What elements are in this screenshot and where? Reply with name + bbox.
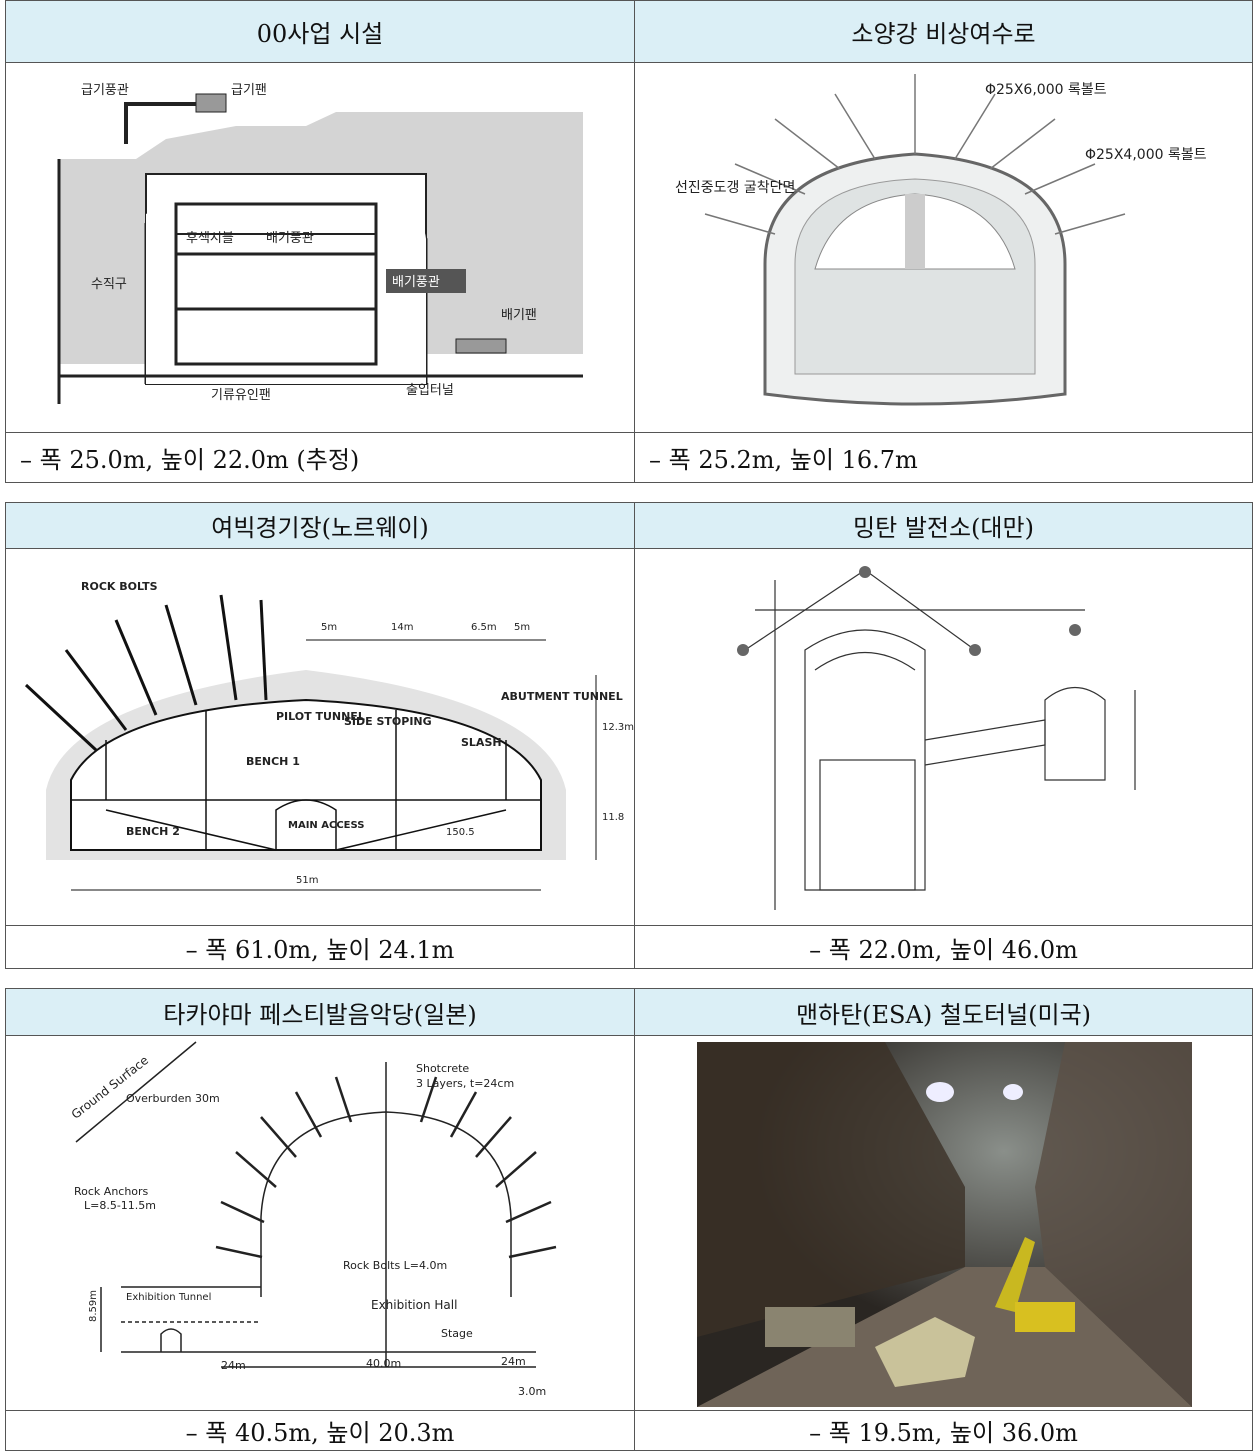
figure-label: 배기풍관	[266, 231, 314, 246]
figure-label: L=8.5-11.5m	[84, 1199, 156, 1212]
figure-label: 24m	[221, 1359, 246, 1372]
figure-label: 수직구	[91, 277, 127, 292]
figure-label: 8.59m	[88, 1289, 99, 1321]
figure-label: ABUTMENT TUNNEL	[501, 690, 623, 703]
figure-label: SLASH	[461, 736, 502, 749]
header-cell: 맨하탄(ESA) 철도터널(미국)	[634, 988, 1253, 1036]
figure-label: 24m	[501, 1355, 526, 1368]
header-cell: 밍탄 발전소(대만)	[634, 502, 1253, 549]
figure-label: 선진중도갱 굴착단면	[675, 180, 795, 196]
caption-cell: – 폭 61.0m, 높이 24.1m	[5, 925, 635, 969]
figure-label: 5m	[514, 622, 530, 633]
figure: Φ25X6,000 록볼트 Φ25X4,000 록볼트 선진중도갱 굴착단면	[675, 73, 1207, 405]
figure-label: BENCH 2	[126, 825, 180, 838]
figure-label: Ground Surface	[69, 1053, 151, 1122]
caption-cell: – 폭 25.2m, 높이 16.7m	[634, 432, 1253, 483]
figure-label: Rock Bolts L=4.0m	[343, 1259, 447, 1272]
figure-label: 12.3m	[602, 722, 634, 733]
figure: Ground Surface Overburden 30m Shotcrete …	[69, 1040, 557, 1398]
figure-label: Shotcrete	[416, 1062, 469, 1075]
caption-cell: – 폭 40.5m, 높이 20.3m	[5, 1410, 635, 1451]
header-cell: 여빅경기장(노르웨이)	[5, 502, 635, 549]
figure	[737, 565, 1136, 910]
figure-label: SIDE STOPING	[344, 715, 432, 728]
table: 00사업 시설 소양강 비상여수로 급기풍관 급기팬 후	[5, 0, 1253, 483]
header-cell: 타카야마 페스티발음악당(일본)	[5, 988, 635, 1036]
header-cell: 00사업 시설	[5, 0, 635, 63]
figure-cell: ROCK BOLTS PILOT TUNNEL SIDE STOPING ABU…	[5, 548, 635, 926]
figure-cell: 급기풍관 급기팬 후섹시블 배기풍관 배기풍관 수직구 배기팬 기류유인팬 출입…	[5, 62, 635, 433]
figure-label: 5m	[321, 622, 337, 633]
figure-label: Overburden 30m	[126, 1092, 220, 1105]
figure-label: 6.5m	[471, 622, 497, 633]
caption-cell: – 폭 22.0m, 높이 46.0m	[634, 925, 1253, 969]
figure-label: 후섹시블	[186, 231, 234, 246]
header-cell: 소양강 비상여수로	[634, 0, 1253, 63]
figure-label: BENCH 1	[246, 755, 300, 768]
figure-label: MAIN ACCESS	[288, 820, 364, 831]
figure-label: 40.0m	[366, 1357, 401, 1370]
figure-label: PILOT TUNNEL	[276, 710, 365, 723]
figure-label: Stage	[441, 1327, 473, 1340]
figure: 급기풍관 급기팬 후섹시블 배기풍관 배기풍관 수직구 배기팬 기류유인팬 출입…	[57, 76, 583, 404]
figure: ROCK BOLTS PILOT TUNNEL SIDE STOPING ABU…	[24, 580, 634, 890]
figure-label: 11.8	[602, 812, 624, 823]
figure-label: 14m	[391, 622, 413, 633]
figure-label: 기류유인팬	[211, 388, 271, 403]
figure-label: 급기팬	[231, 83, 267, 98]
figure-label: 배기풍관	[392, 275, 440, 290]
figure-label: 150.5	[446, 827, 475, 838]
figure-label: Φ25X4,000 록볼트	[1085, 147, 1207, 163]
caption-cell: – 폭 19.5m, 높이 36.0m	[634, 1410, 1253, 1451]
table: 타카야마 페스티발음악당(일본) 맨하탄(ESA) 철도터널(미국)	[5, 988, 1253, 1451]
table: 여빅경기장(노르웨이) 밍탄 발전소(대만)	[5, 502, 1253, 969]
figure-label: 3.0m	[518, 1385, 546, 1398]
figure-label: Rock Anchors	[74, 1185, 149, 1198]
figure-cell	[634, 1035, 1253, 1411]
figure-cell	[634, 548, 1253, 926]
figure	[697, 1041, 1192, 1407]
figure-label: 급기풍관	[81, 83, 129, 98]
figure-cell: Ground Surface Overburden 30m Shotcrete …	[5, 1035, 635, 1411]
figure-cell: Φ25X6,000 록볼트 Φ25X4,000 록볼트 선진중도갱 굴착단면	[634, 62, 1253, 433]
figure-label: 배기팬	[501, 308, 537, 323]
figure-label: Exhibition Hall	[371, 1298, 457, 1312]
caption-cell: – 폭 25.0m, 높이 22.0m (추정)	[5, 432, 635, 483]
figure-label: 3 Layers, t=24cm	[416, 1077, 514, 1090]
figure-label: Exhibition Tunnel	[126, 1292, 211, 1303]
figure-label: Φ25X6,000 록볼트	[985, 82, 1107, 98]
figure-label: 출입터널	[406, 383, 454, 398]
figure-label: ROCK BOLTS	[81, 580, 158, 593]
figure-label: 51m	[296, 875, 318, 886]
